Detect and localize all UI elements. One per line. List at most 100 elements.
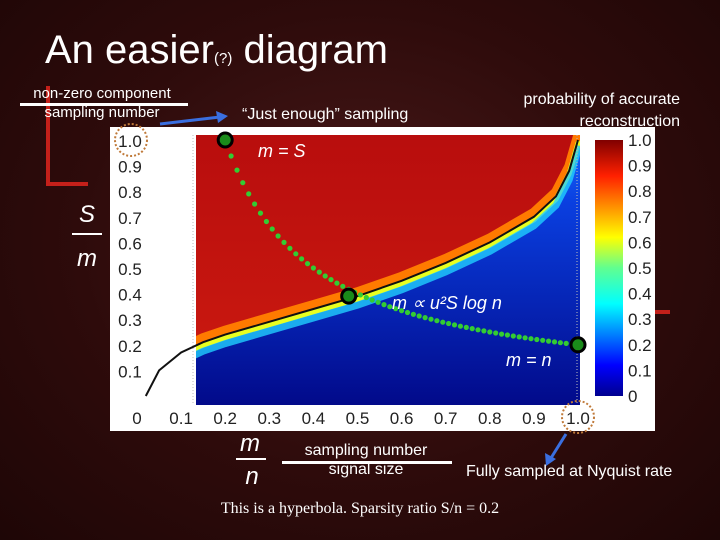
m-proportional-label: m ∝ u²S log n — [392, 293, 502, 313]
hyperbola-dot — [516, 334, 522, 340]
hyperbola-dot — [563, 340, 569, 346]
hyperbola-dot — [287, 245, 293, 251]
hyperbola-dot — [275, 233, 281, 239]
colorbar — [595, 140, 623, 396]
hyperbola-dot — [269, 226, 275, 232]
hyperbola-dot — [381, 302, 387, 308]
hyperbola-dot — [357, 292, 363, 298]
hyperbola-dot — [228, 153, 234, 159]
highlight-bar-horizontal — [46, 182, 88, 186]
hyperbola-dot — [540, 337, 546, 343]
marked-point — [340, 287, 358, 305]
hyperbola-dot — [487, 329, 493, 335]
signal-size-text: signal size — [328, 461, 404, 478]
hyperbola-dot — [304, 261, 311, 267]
y-tick-label: 0.5 — [118, 260, 142, 279]
y-tick-label: 0.7 — [118, 209, 142, 228]
fraction-rule-bottom — [282, 461, 452, 464]
y-tick-labels: 0.1 0.2 0.3 0.4 0.5 0.6 0.7 0.8 0.9 1.0 — [118, 132, 142, 381]
hyperbola-dot — [234, 167, 240, 173]
hyperbola-dot — [446, 320, 452, 327]
probability-label-line2: reconstruction — [579, 113, 681, 130]
hyperbola-dot — [534, 336, 540, 343]
x-tick-label: 0 — [132, 409, 141, 428]
y-tick-label: 0.4 — [118, 286, 142, 305]
hyperbola-dot — [316, 269, 322, 275]
hyperbola-dot — [252, 201, 258, 207]
colorbar-tick-label: 0.3 — [628, 310, 652, 329]
transition-band-cyan — [196, 145, 580, 359]
colorbar-tick-label: 0.6 — [628, 233, 652, 252]
hyperbola-dots — [222, 137, 581, 348]
hyperbola-dot — [422, 315, 428, 321]
colorbar-tick-label: 0.7 — [628, 208, 652, 227]
x-label-numerator: m — [240, 430, 260, 457]
full-sampling-label: Fully sampled at Nyquist rate — [466, 463, 673, 480]
y-tick-label: 0.3 — [118, 311, 142, 330]
hyperbola-dot — [475, 327, 481, 333]
hyperbola-dot — [328, 277, 334, 283]
hyperbola-dot — [293, 251, 299, 257]
colorbar-tick-label: 0.2 — [628, 336, 652, 355]
hyperbola-dot — [522, 335, 528, 341]
x-tick-label: 0.3 — [257, 409, 281, 428]
y-tick-label: 0.1 — [118, 362, 142, 381]
colorbar-tick-label: 0.4 — [628, 285, 652, 304]
heatmap — [196, 135, 580, 405]
colorbar-tick-labels: 0 0.1 0.2 0.3 0.4 0.5 0.6 0.7 0.8 0.9 1.0 — [628, 131, 652, 406]
x-tick-label: 0.4 — [302, 409, 326, 428]
y-tick-label: 0.9 — [118, 158, 142, 177]
just-enough-label: “Just enough” sampling — [242, 106, 409, 123]
nonzero-label-line2: sampling number — [44, 104, 160, 121]
hyperbola-dot — [528, 336, 534, 342]
y-tick-label: 1.0 — [118, 132, 142, 151]
x-tick-label: 0.5 — [346, 409, 370, 428]
hyperbola-dot — [257, 210, 264, 216]
hyperbola-dot — [457, 323, 463, 329]
hyperbola-dot — [387, 304, 393, 310]
marked-point — [216, 131, 234, 149]
nonzero-label-line1: non-zero component — [33, 85, 171, 102]
arrow-to-full-sampling — [545, 433, 568, 466]
colorbar-tick-label: 0.5 — [628, 259, 652, 278]
hyperbola-dot — [410, 311, 416, 317]
hyperbola-dot — [481, 328, 487, 334]
x-tick-highlight-circle — [561, 400, 595, 434]
hyperbola-dot — [434, 318, 440, 324]
hyperbola-dot — [281, 239, 287, 245]
sampling-over-signal-label: sampling number signal size — [296, 441, 436, 479]
hyperbola-dot — [557, 340, 564, 346]
x-tick-label: 0.2 — [213, 409, 237, 428]
x-tick-labels: 0 0.1 0.2 0.3 0.4 0.5 0.6 0.7 0.8 0.9 1.0 — [132, 409, 590, 428]
sampling-number-text: sampling number — [304, 442, 428, 459]
hyperbola-dot — [404, 309, 411, 316]
hyperbola-dot — [451, 322, 458, 328]
x-tick-label: 0.7 — [434, 409, 458, 428]
hyperbola-dot — [469, 326, 475, 332]
x-tick-label: 0.6 — [390, 409, 414, 428]
x-tick-label: 1.0 — [566, 409, 590, 428]
phase-transition-curve — [144, 139, 579, 397]
hyperbola-dot — [546, 338, 552, 344]
y-label-denominator: m — [77, 245, 97, 272]
x-label-bar — [236, 458, 266, 460]
highlight-bar-vertical — [46, 86, 50, 186]
hyperbola-dot — [322, 273, 328, 279]
y-label-bar — [72, 233, 102, 235]
hyperbola-dot — [310, 265, 316, 271]
hyperbola-dot — [493, 330, 499, 336]
probability-label-line1: probability of accurate — [523, 91, 680, 108]
m-equals-S-label: m = S — [258, 141, 306, 161]
m-equals-n-label: m = n — [506, 350, 552, 370]
transition-band — [196, 135, 580, 348]
x-axis-label: m n — [236, 430, 266, 490]
y-label-numerator: S — [79, 201, 95, 228]
y-tick-label: 0.2 — [118, 337, 142, 356]
hyperbola-dot — [510, 333, 516, 339]
colorbar-tick-label: 1.0 — [628, 131, 652, 150]
x-tick-label: 0.8 — [478, 409, 502, 428]
colorbar-tick-label: 0 — [628, 387, 637, 406]
hyperbola-dot — [334, 280, 340, 286]
marked-point — [569, 336, 587, 354]
